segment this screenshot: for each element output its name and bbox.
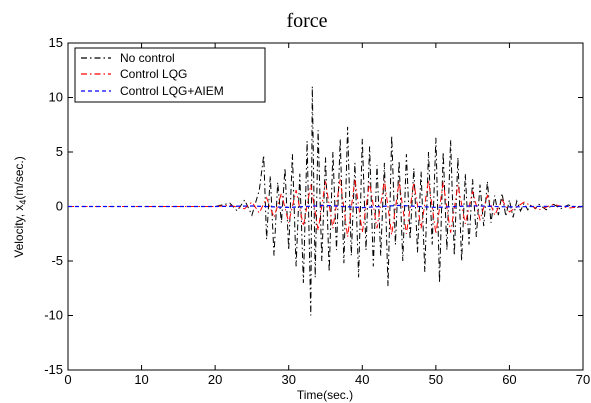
x-tick-label: 70 [576, 372, 590, 387]
y-tick-label: 15 [49, 35, 63, 50]
series-line-control-lqg-aiem [68, 204, 584, 209]
chart-title: force [286, 10, 327, 32]
x-tick-label: 30 [281, 372, 295, 387]
axis-ticks: 0 10 20 30 40 50 60 70 -15 -10 -5 0 5 10 15 [44, 35, 590, 387]
x-tick-label: 0 [64, 372, 71, 387]
series-line-control-lqg [68, 179, 584, 238]
x-tick-label: 20 [208, 372, 222, 387]
y-axis-label-unit: (m/sec.) [12, 156, 26, 199]
y-tick-label: 5 [56, 144, 63, 159]
y-tick-label: 0 [56, 199, 63, 214]
y-axis-label-subscript: 4 [18, 200, 28, 205]
y-axis-label: Velocity, x4(m/sec.) [12, 156, 28, 258]
legend-label-control-lqg-aiem: Control LQG+AIEM [120, 84, 224, 98]
legend: No control Control LQG Control LQG+AIEM [74, 47, 266, 103]
x-tick-label: 50 [429, 372, 443, 387]
y-tick-label: 10 [49, 90, 63, 105]
series-line-no-control [68, 86, 584, 316]
x-tick-label: 10 [134, 372, 148, 387]
legend-label-no-control: No control [120, 51, 175, 65]
y-tick-label: -15 [44, 362, 63, 377]
x-tick-label: 40 [355, 372, 369, 387]
x-axis-label: Time(sec.) [297, 388, 353, 402]
legend-box [74, 47, 266, 103]
series-layer [68, 86, 584, 316]
y-tick-label: -10 [44, 308, 63, 323]
y-axis-label-main: Velocity, x [12, 205, 26, 258]
x-tick-label: 60 [502, 372, 516, 387]
y-tick-label: -5 [51, 253, 63, 268]
legend-label-control-lqg: Control LQG [120, 67, 187, 81]
